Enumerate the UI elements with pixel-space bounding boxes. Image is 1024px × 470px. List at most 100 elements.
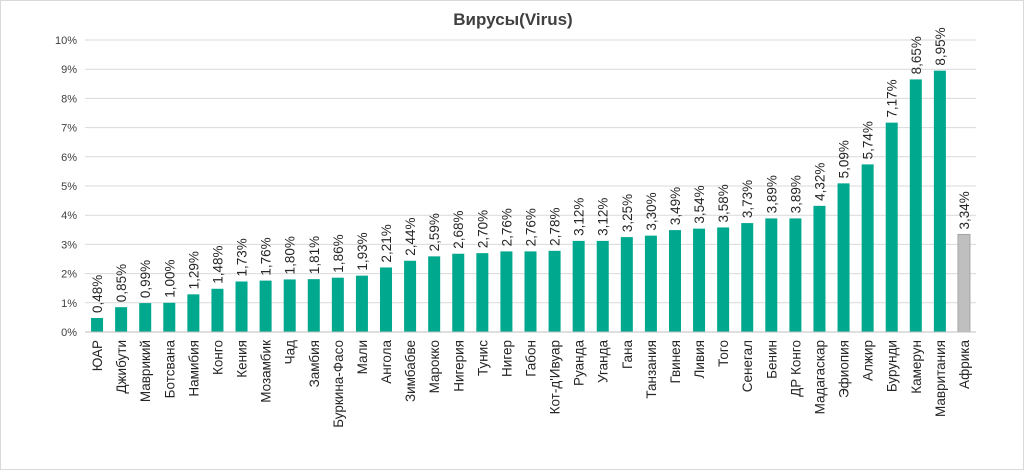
data-label: 1,73% [235,238,250,276]
y-tick-label: 0% [61,327,77,339]
data-label: 3,12% [596,198,611,236]
data-label: 2,76% [499,208,514,246]
bar [837,183,850,332]
bar [380,267,393,332]
data-label: 1,48% [210,246,225,284]
data-label: 2,44% [403,217,418,255]
bar [331,277,344,332]
data-label: 4,32% [812,163,827,201]
y-tick-label: 3% [61,239,77,251]
x-tick-label: Замбия [307,340,322,387]
bar [765,218,778,332]
bar [693,228,706,332]
data-label: 1,76% [259,237,274,275]
x-tick-label: Ливия [692,340,707,378]
data-label: 2,76% [524,208,539,246]
x-tick-label: Нигерия [451,340,466,392]
data-label: 3,54% [692,185,707,223]
bar [476,253,489,332]
y-tick-label: 4% [61,210,77,222]
data-label: 0,48% [90,275,105,313]
bar [259,280,272,332]
y-tick-label: 8% [61,93,77,105]
bar [500,251,513,332]
x-tick-label: Танзания [644,340,659,399]
data-label: 7,17% [885,79,900,117]
x-tick-label: Джибути [114,340,129,394]
data-label: 0,85% [114,264,129,302]
y-tick-label: 6% [61,152,77,164]
y-tick-label: 2% [61,269,77,281]
data-label: 1,29% [186,251,201,289]
y-tick-label: 9% [61,64,77,76]
x-tick-label: ДР Конго [788,340,803,397]
x-tick-label: Эфиопия [837,340,852,398]
x-tick-label: Маврикий [138,340,153,402]
y-tick-label: 5% [61,181,77,193]
bar [957,233,971,333]
data-label: 2,70% [475,210,490,248]
bar [404,260,417,332]
bar [741,223,754,332]
data-label: 2,68% [451,210,466,248]
bar [211,288,224,332]
x-tick-label: Руанда [572,340,587,386]
x-tick-label: Тунис [475,340,490,376]
x-tick-label: Мадагаскар [812,340,827,414]
y-tick-label: 10% [55,35,77,47]
x-tick-label: Гана [620,340,635,370]
x-tick-label: Габон [524,340,539,377]
data-label: 1,00% [162,260,177,298]
x-tick-label: Бенин [764,340,779,379]
data-label: 0,99% [138,260,153,298]
data-label: 3,89% [764,175,779,213]
bar [717,227,730,332]
bar [283,279,296,332]
x-tick-label: Камерун [909,340,924,394]
data-label: 3,49% [668,187,683,225]
data-label: 3,12% [572,198,587,236]
bar [548,250,561,332]
x-tick-label: Нигер [499,340,514,377]
data-label: 3,73% [740,180,755,218]
bar [933,70,946,332]
data-label: 1,86% [331,234,346,272]
x-tick-label: Мозамбик [259,340,274,403]
y-tick-label: 7% [61,123,77,135]
bar [861,164,874,332]
x-tick-label: Уганда [596,340,611,383]
data-label: 2,59% [427,213,442,251]
data-label: 3,34% [957,191,972,229]
bar [187,294,200,332]
data-label: 8,65% [909,36,924,74]
data-label: 1,81% [307,236,322,274]
data-label: 5,74% [861,121,876,159]
data-label: 1,80% [283,236,298,274]
data-label: 8,95% [933,27,948,65]
bar [596,240,609,332]
x-tick-label: Марокко [427,340,442,393]
x-tick-label: Того [716,340,731,367]
x-tick-label: ЮАР [90,340,105,371]
chart-title: Вирусы(Virus) [453,10,573,29]
x-tick-label: Буркина-Фасо [331,340,346,428]
data-label: 5,09% [837,140,852,178]
x-tick-label: Кения [235,340,250,378]
bar [115,307,128,332]
data-label: 3,25% [620,194,635,232]
bar [452,253,465,332]
x-tick-label: Сенегал [740,340,755,392]
bar [524,251,537,332]
x-tick-label: Ангола [379,340,394,384]
data-label: 3,89% [788,175,803,213]
x-tick-label: Мали [355,340,370,374]
data-label: 1,93% [355,232,370,270]
bar [885,122,898,332]
x-tick-label: Африка [957,340,972,390]
data-label: 3,30% [644,192,659,230]
x-tick-label: Алжир [861,340,876,381]
bar [644,235,657,332]
bar [620,237,633,332]
